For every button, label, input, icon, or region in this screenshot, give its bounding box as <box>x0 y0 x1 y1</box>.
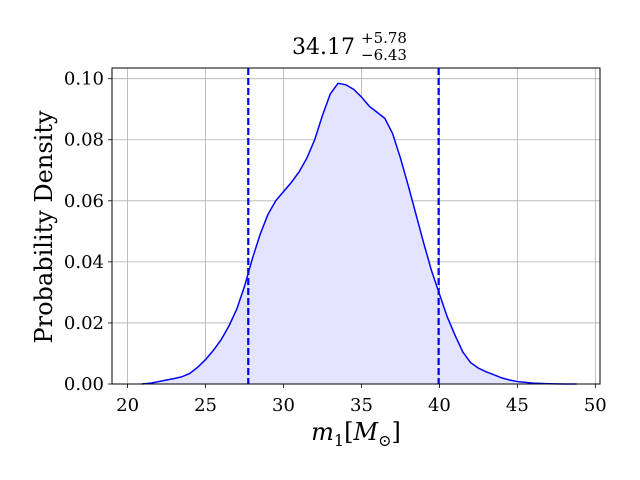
x-label-close: ] <box>391 418 400 446</box>
x-label-sub: 1 <box>334 431 344 450</box>
y-tick-label: 0.06 <box>64 191 104 212</box>
chart-title-value: 34.17 <box>292 35 355 60</box>
axis-ticks: 20 25 30 35 40 45 50 0.00 0.02 0.04 0.06 0.08 0.10 <box>64 69 607 416</box>
x-tick-label: 45 <box>506 395 529 416</box>
chart-title-upper: +5.78 <box>361 29 407 47</box>
plot-frame <box>111 67 601 385</box>
x-axis-label: m1[M⊙] <box>311 418 401 450</box>
x-tick-label: 35 <box>350 395 373 416</box>
x-label-m: m <box>311 418 334 446</box>
density-line <box>141 82 577 385</box>
x-label-M: M <box>352 418 379 446</box>
x-label-open: [ <box>344 418 353 446</box>
density-fill <box>141 83 577 385</box>
y-tick-label: 0.00 <box>64 374 104 395</box>
x-tick-label: 50 <box>584 395 607 416</box>
x-label-sun: ⊙ <box>378 431 391 450</box>
y-tick-label: 0.02 <box>64 313 104 334</box>
chart-title-lower: −6.43 <box>361 46 407 64</box>
credible-interval-lines <box>247 68 440 384</box>
y-tick-label: 0.10 <box>64 69 104 90</box>
x-tick-label: 40 <box>428 395 451 416</box>
y-tick-label: 0.08 <box>64 130 104 151</box>
y-axis-label: Probability Density <box>30 110 58 344</box>
y-tick-label: 0.04 <box>64 252 104 273</box>
x-tick-label: 30 <box>272 395 295 416</box>
x-tick-label: 25 <box>194 395 217 416</box>
x-tick-label: 20 <box>116 395 139 416</box>
